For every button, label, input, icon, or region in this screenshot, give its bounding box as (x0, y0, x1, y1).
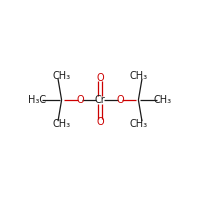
Text: CH₃: CH₃ (53, 71, 71, 81)
Text: H₃C: H₃C (28, 95, 46, 105)
Text: CH₃: CH₃ (154, 95, 172, 105)
Text: O: O (96, 117, 104, 127)
Text: O: O (76, 95, 84, 105)
Text: O: O (116, 95, 124, 105)
Text: CH₃: CH₃ (53, 119, 71, 129)
Text: O: O (96, 73, 104, 83)
Text: Cr: Cr (95, 95, 105, 105)
Text: CH₃: CH₃ (129, 119, 147, 129)
Text: CH₃: CH₃ (129, 71, 147, 81)
